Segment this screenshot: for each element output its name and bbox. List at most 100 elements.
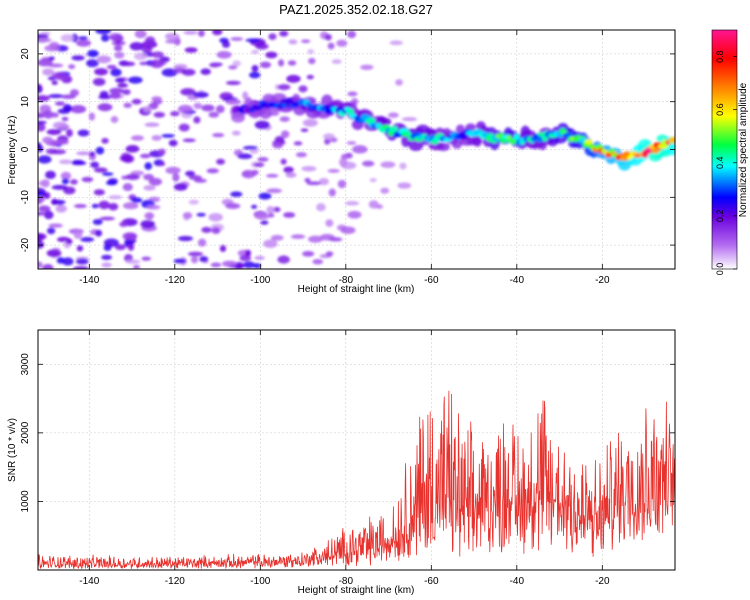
noise-blob <box>324 34 332 41</box>
noise-blob <box>38 195 45 203</box>
snr-series-line <box>38 390 675 570</box>
noise-blob <box>125 144 140 153</box>
noise-blob <box>66 128 73 138</box>
colorbar: 0.0 0.2 0.4 0.6 0.8 Normalized spectral ampl… <box>711 29 749 275</box>
noise-blob <box>122 232 138 241</box>
noise-blob <box>260 220 269 225</box>
noise-blob <box>172 173 180 182</box>
noise-blob <box>206 168 219 174</box>
noise-blob <box>249 71 261 79</box>
noise-blob <box>173 258 187 264</box>
noise-blob <box>38 233 45 242</box>
noise-blob <box>209 62 221 68</box>
noise-blob <box>397 182 412 189</box>
noise-blob <box>277 255 290 264</box>
noise-blob <box>323 133 335 140</box>
noise-blob <box>347 91 358 97</box>
noise-blob <box>225 80 241 86</box>
spectrogram-x-tick-label: -20 <box>595 275 610 286</box>
noise-blob <box>73 266 89 269</box>
signal-core <box>668 136 675 144</box>
noise-blob <box>331 59 342 64</box>
noise-blob <box>230 36 244 42</box>
snr-y-tick-label: 2000 <box>20 421 31 444</box>
noise-blob <box>212 30 223 36</box>
noise-blob <box>259 61 272 69</box>
noise-blob <box>129 41 144 51</box>
noise-blob <box>338 157 348 167</box>
noise-blob <box>254 213 270 220</box>
noise-blob <box>216 50 232 59</box>
noise-blob <box>102 172 114 176</box>
noise-blob <box>95 30 111 35</box>
noise-blob <box>128 76 143 84</box>
noise-blob <box>337 179 347 189</box>
noise-blob <box>42 263 54 269</box>
noise-blob <box>60 171 72 180</box>
noise-blob <box>183 30 198 35</box>
colorbar-gradient <box>711 29 738 270</box>
noise-blob <box>251 64 259 72</box>
noise-blob <box>266 188 283 194</box>
figure-title: PAZ1.2025.352.02.18.G27 <box>279 2 433 17</box>
noise-blob <box>96 55 112 64</box>
noise-blob <box>70 179 78 185</box>
noise-blob <box>101 262 112 268</box>
noise-blob <box>145 36 156 45</box>
noise-blob <box>328 188 336 197</box>
noise-blob <box>193 102 203 110</box>
noise-blob <box>93 189 106 196</box>
noise-blob <box>44 44 60 52</box>
noise-blob <box>192 91 209 98</box>
noise-blob <box>286 74 301 83</box>
noise-blob <box>251 49 259 54</box>
noise-blob <box>139 153 151 159</box>
noise-blob <box>94 167 108 173</box>
noise-blob <box>327 169 340 173</box>
noise-blob <box>158 148 166 156</box>
noise-blob <box>46 227 56 235</box>
noise-blob <box>141 46 153 53</box>
noise-blob <box>222 260 237 267</box>
noise-blob <box>178 123 190 132</box>
noise-blob <box>281 130 290 139</box>
noise-blob <box>243 261 255 269</box>
noise-blob <box>63 106 73 112</box>
noise-blob <box>300 128 309 132</box>
noise-blob <box>283 166 294 174</box>
spectrogram-x-ticks: -140 -120 -100 -80 -60 -40 -20 <box>79 30 610 286</box>
spectrogram-x-label: Height of straight line (km) <box>298 284 415 295</box>
colorbar-tick-label: 0.2 <box>715 210 725 223</box>
noise-blob <box>380 161 396 168</box>
noise-blob <box>46 249 62 257</box>
signal-core <box>535 137 544 143</box>
noise-blob <box>70 104 87 114</box>
noise-blob <box>134 30 147 39</box>
noise-blob <box>302 118 318 127</box>
snr-frame <box>37 329 676 571</box>
spectrogram-x-tick-label: -120 <box>165 275 185 286</box>
colorbar-tick-label: 0.6 <box>715 103 725 116</box>
noise-blob <box>80 237 95 243</box>
colorbar-ticks: 0.0 0.2 0.4 0.6 0.8 <box>715 50 737 275</box>
noise-blob <box>143 173 154 181</box>
noise-blob <box>232 60 242 67</box>
noise-blob <box>198 30 205 37</box>
signal-halo <box>379 117 392 126</box>
noise-blob <box>308 57 316 65</box>
noise-blob <box>199 256 209 263</box>
noise-blob <box>114 77 126 83</box>
noise-blob <box>345 152 353 158</box>
noise-blob <box>88 112 96 121</box>
colorbar-tick-label: 0.4 <box>715 157 725 170</box>
noise-blob <box>81 176 94 183</box>
colorbar-tick-label: 0.0 <box>715 263 725 276</box>
noise-blob <box>122 89 131 95</box>
noise-blob <box>187 251 204 257</box>
noise-blob <box>165 166 181 175</box>
noise-blob <box>38 155 52 164</box>
noise-blob <box>193 116 201 124</box>
noise-blob <box>316 203 326 212</box>
